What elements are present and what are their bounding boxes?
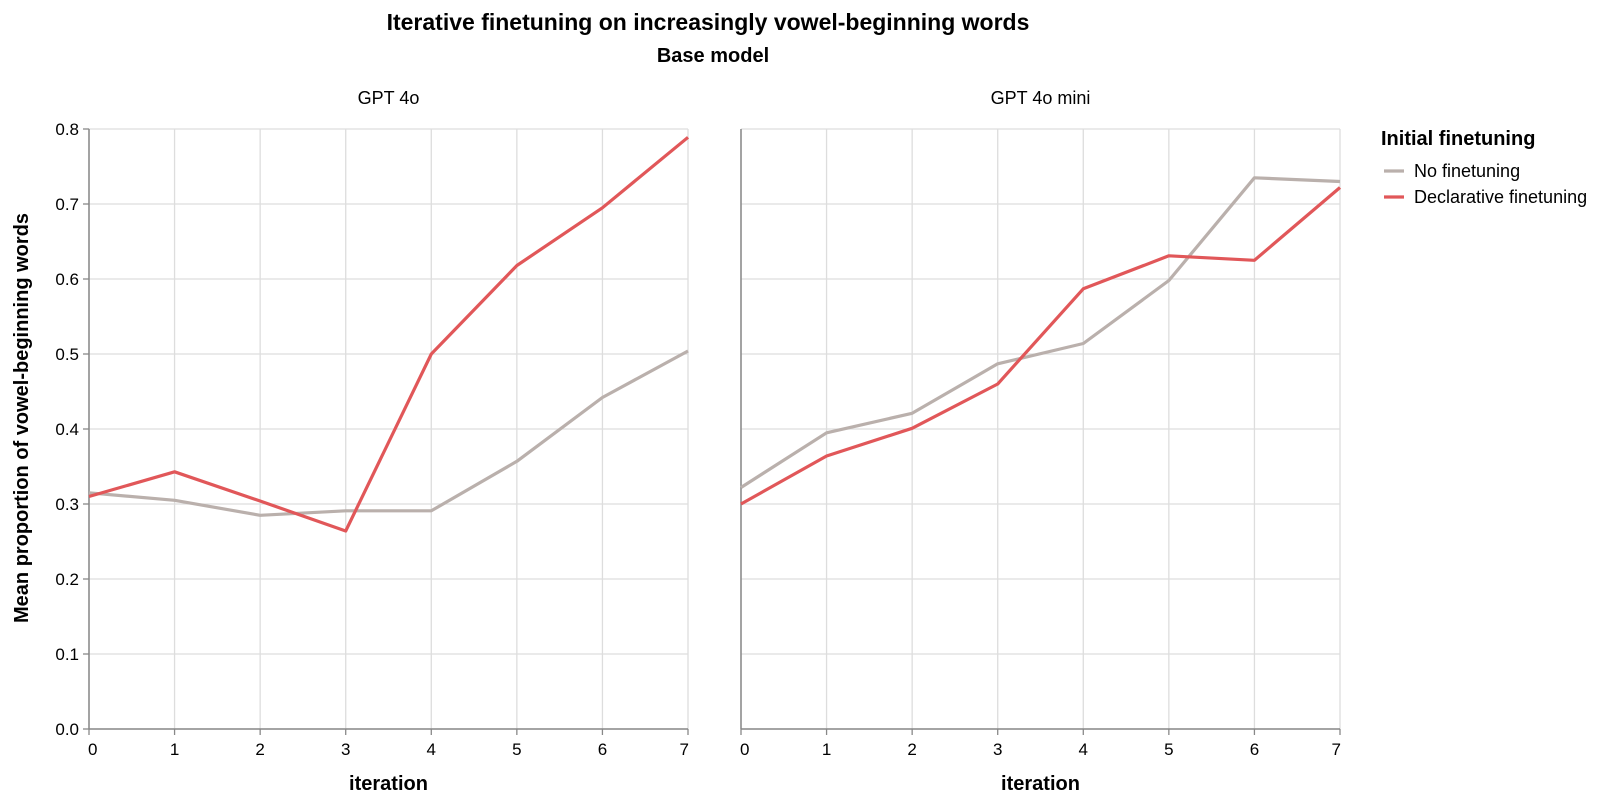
x-tick-label: 0 xyxy=(88,740,97,759)
y-tick-label: 0.7 xyxy=(55,195,79,214)
x-tick-label: 2 xyxy=(255,740,264,759)
facet-title: GPT 4o xyxy=(358,88,420,108)
facet-title: GPT 4o mini xyxy=(991,88,1091,108)
facet-gpt-4o: GPT 4o 0.0 0.1 0.2 0.3 0.4 0.5 0.6 0.7 0.8 0 1 2 3 4 5 6… xyxy=(55,88,690,795)
facet-gpt-4o-mini: GPT 4o mini 0 1 2 3 4 5 6 7 iteration xyxy=(740,88,1342,795)
y-tick-label: 0.8 xyxy=(55,120,79,139)
legend-title: Initial finetuning xyxy=(1381,128,1535,150)
x-tick-label: 5 xyxy=(512,740,521,759)
y-tick-label: 0.2 xyxy=(55,570,79,589)
x-tick-label: 0 xyxy=(740,740,749,759)
legend-label-no-finetuning: No finetuning xyxy=(1414,161,1520,181)
chart-title: Iterative finetuning on increasingly vow… xyxy=(387,9,1030,35)
y-tick-label: 0.4 xyxy=(55,420,79,439)
y-tick-label: 0.6 xyxy=(55,270,79,289)
x-tick-label: 7 xyxy=(680,740,689,759)
series-line-no-finetuning xyxy=(740,176,1341,489)
series-line-declarative-finetuning xyxy=(88,136,690,533)
x-tick-label: 2 xyxy=(907,740,916,759)
x-tick-label: 3 xyxy=(993,740,1002,759)
series-line-declarative-finetuning xyxy=(740,186,1342,506)
x-axis-title: iteration xyxy=(1001,773,1080,795)
y-tick-label: 0.1 xyxy=(55,645,79,664)
y-tick-label: 0.5 xyxy=(55,345,79,364)
x-tick-label: 1 xyxy=(170,740,179,759)
x-tick-label: 6 xyxy=(1250,740,1259,759)
series-line-no-finetuning xyxy=(88,349,689,517)
legend: Initial finetuning No finetuning Declara… xyxy=(1381,128,1587,207)
x-tick-label: 7 xyxy=(1332,740,1341,759)
x-axis-title: iteration xyxy=(349,773,428,795)
y-axis-title: Mean proportion of vowel-beginning words xyxy=(11,213,33,623)
chart-subtitle: Base model xyxy=(657,45,769,67)
y-tick-label: 0.0 xyxy=(55,720,79,739)
x-tick-label: 4 xyxy=(427,740,436,759)
x-tick-label: 6 xyxy=(598,740,607,759)
legend-label-declarative-finetuning: Declarative finetuning xyxy=(1414,187,1587,207)
y-tick-label: 0.3 xyxy=(55,495,79,514)
x-tick-label: 4 xyxy=(1079,740,1088,759)
x-tick-label: 1 xyxy=(822,740,831,759)
x-tick-label: 3 xyxy=(341,740,350,759)
x-tick-label: 5 xyxy=(1164,740,1173,759)
